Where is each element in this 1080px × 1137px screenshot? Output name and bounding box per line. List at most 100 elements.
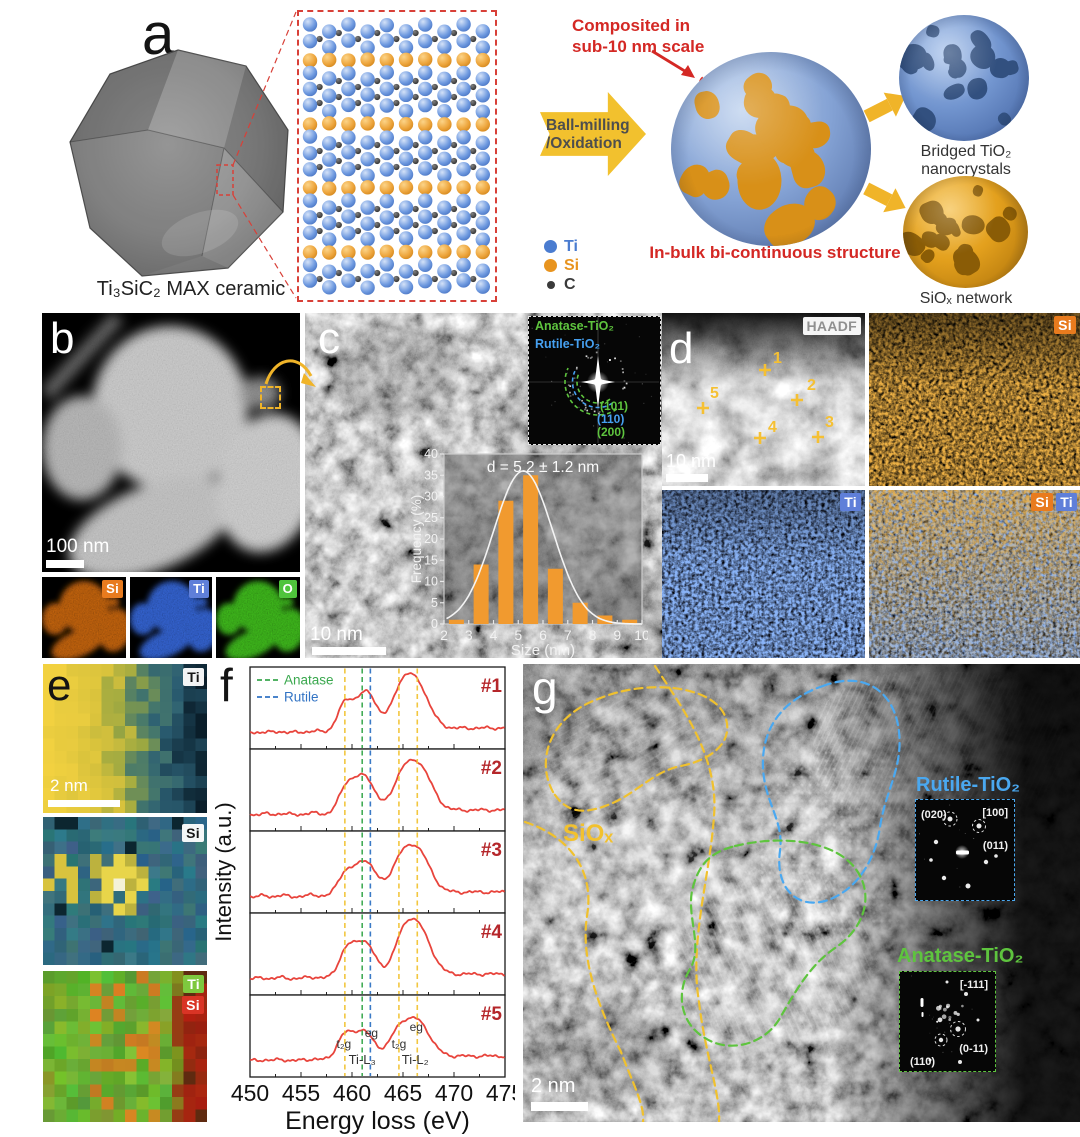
- scalebar-g-text: 2 nm: [531, 1075, 576, 1097]
- scalebar-c-text: 10 nm: [310, 624, 363, 645]
- si-badge-e: Si: [182, 824, 204, 842]
- bicontinuous-sphere: [671, 52, 871, 246]
- atomic-structure-box: [297, 10, 497, 302]
- spectrum-#3: [250, 843, 506, 899]
- haadf-badge: HAADF: [802, 317, 861, 335]
- svg-text:Anatase: Anatase: [284, 673, 334, 688]
- svg-text:5: 5: [710, 385, 719, 402]
- panel-c-label: c: [318, 314, 340, 363]
- fft-inset-c: Anatase-TiO₂ Rutile-TiO₂ (101) (110) (20…: [528, 316, 661, 445]
- svg-text:#2: #2: [481, 758, 502, 779]
- eels-map-tisi-overlay: [43, 971, 207, 1122]
- rutile-fft-pattern: (020) [100] (011): [918, 804, 1008, 889]
- eds-map-o: O: [216, 577, 300, 658]
- svg-text:#3: #3: [481, 840, 502, 861]
- panel-g-label: g: [532, 664, 558, 714]
- eels-spectra-chart: #1 #2 #3 #4 #5 Anatase Rutile 450 455 460 465 470 47…: [215, 666, 515, 1135]
- eds-badge-ti: Ti: [189, 580, 209, 598]
- process-arrow-text: Ball-milling /Oxidation: [546, 117, 646, 153]
- si-badge-d: Si: [1054, 316, 1076, 334]
- ti-badge-overlay: Ti: [1056, 493, 1077, 511]
- svg-text:40: 40: [424, 447, 438, 461]
- callout-line2: sub-10 nm scale: [572, 37, 705, 56]
- rutile-inset-title: Rutile-TiO₂: [916, 774, 1021, 796]
- svg-text:450: 450: [231, 1080, 269, 1106]
- svg-text:#4: #4: [481, 922, 503, 943]
- scalebar-d-text: 10 nm: [666, 451, 717, 471]
- svg-text:4: 4: [490, 627, 498, 643]
- ti-atom-icon: [544, 240, 557, 253]
- zoom-source-box: [216, 164, 234, 196]
- si-map-d: Si: [869, 313, 1080, 486]
- ti-badge-e-overlay: Ti: [183, 975, 204, 993]
- ti-badge-d: Ti: [840, 493, 861, 511]
- phase-outlines: [523, 664, 901, 1122]
- svg-text:#1: #1: [481, 676, 503, 697]
- rutile-fft-inset: (020) [100] (011): [915, 799, 1015, 901]
- bar: [622, 619, 638, 624]
- svg-text:3: 3: [465, 627, 473, 643]
- siox-region-label: SiOₓ: [563, 820, 614, 847]
- svg-text:(0-11): (0-11): [959, 1043, 988, 1055]
- siox-network-label: SiOₓ network: [919, 290, 1013, 307]
- eds-map-ti: Ti: [130, 577, 212, 658]
- overlay-badges: Si Ti: [1031, 493, 1077, 511]
- svg-text:9: 9: [613, 627, 621, 643]
- legend-item-si: Si: [544, 256, 579, 275]
- composited-callout: Composited in sub-10 nm scale: [572, 15, 704, 57]
- fft-rutile-label: Rutile-TiO₂: [535, 337, 601, 351]
- si-atom-icon: [544, 259, 557, 272]
- siti-overlay-map: Si Ti: [869, 490, 1080, 658]
- svg-text:20: 20: [424, 532, 438, 546]
- siox-outline-mid: [653, 664, 721, 1122]
- bar: [498, 500, 514, 624]
- panel-d: 1 2 3 4 5 d HAADF 10 nm Si Ti Si: [662, 313, 1080, 658]
- fft-pattern-c: [529, 317, 659, 443]
- anatase-fft-pattern: [-111] (0-11) (110): [910, 975, 988, 1068]
- svg-text:Size (nm): Size (nm): [511, 642, 575, 658]
- callout-arrow-icon: [651, 49, 695, 78]
- svg-text:465: 465: [384, 1080, 422, 1106]
- stem-image-b: [42, 313, 300, 572]
- siox-outline-blob: [544, 686, 729, 812]
- panel-b: b 100 nm Si Ti: [42, 313, 300, 658]
- callout-line1: Composited in: [572, 16, 691, 35]
- svg-text:25: 25: [424, 511, 438, 525]
- svg-text:(011): (011): [983, 840, 1008, 852]
- arrow-to-siox-icon: [863, 182, 906, 213]
- svg-text:10: 10: [424, 575, 438, 589]
- panel-d-label: d: [669, 324, 694, 373]
- svg-text:[100]: [100]: [982, 807, 1008, 819]
- panel-e: e Ti 2 nm Si Ti Si: [43, 664, 207, 1122]
- svg-text:2: 2: [807, 377, 816, 394]
- svg-text:eg: eg: [410, 1020, 423, 1034]
- bridged-tio2-label: Bridged TiO₂ nanocrystals: [899, 143, 1033, 179]
- atomic-structure: [302, 17, 490, 295]
- arrow-to-tio2-icon: [863, 92, 906, 123]
- bridged-line1: Bridged TiO₂: [920, 143, 1012, 160]
- haadf-texture: [662, 313, 865, 486]
- process-line2: /Oxidation: [546, 135, 622, 152]
- process-line1: Ball-milling: [546, 117, 630, 134]
- legend-label: Ti: [564, 237, 578, 255]
- svg-text:[-111]: [-111]: [960, 979, 988, 991]
- svg-text:10: 10: [634, 627, 648, 643]
- svg-text:(020): (020): [921, 809, 947, 821]
- svg-text:8: 8: [589, 627, 597, 643]
- si-badge-overlay: Si: [1031, 493, 1054, 511]
- svg-text:475: 475: [486, 1080, 515, 1106]
- eels-map-si: [43, 817, 207, 965]
- bar: [448, 619, 464, 624]
- legend-label: C: [564, 275, 576, 293]
- ring-110-label: (110): [597, 412, 625, 426]
- ti-map-d: Ti: [662, 490, 865, 658]
- ti-badge-e: Ti: [183, 668, 204, 686]
- spectrum-#4: [249, 917, 506, 981]
- rutile-outline: [761, 679, 901, 904]
- svg-text:460: 460: [333, 1080, 371, 1106]
- svg-text:Energy loss (eV): Energy loss (eV): [285, 1107, 470, 1135]
- panel-a-caption: Ti₃SiC₂ MAX ceramic: [96, 278, 286, 300]
- scalebar-b: [46, 560, 84, 568]
- bar: [473, 564, 489, 624]
